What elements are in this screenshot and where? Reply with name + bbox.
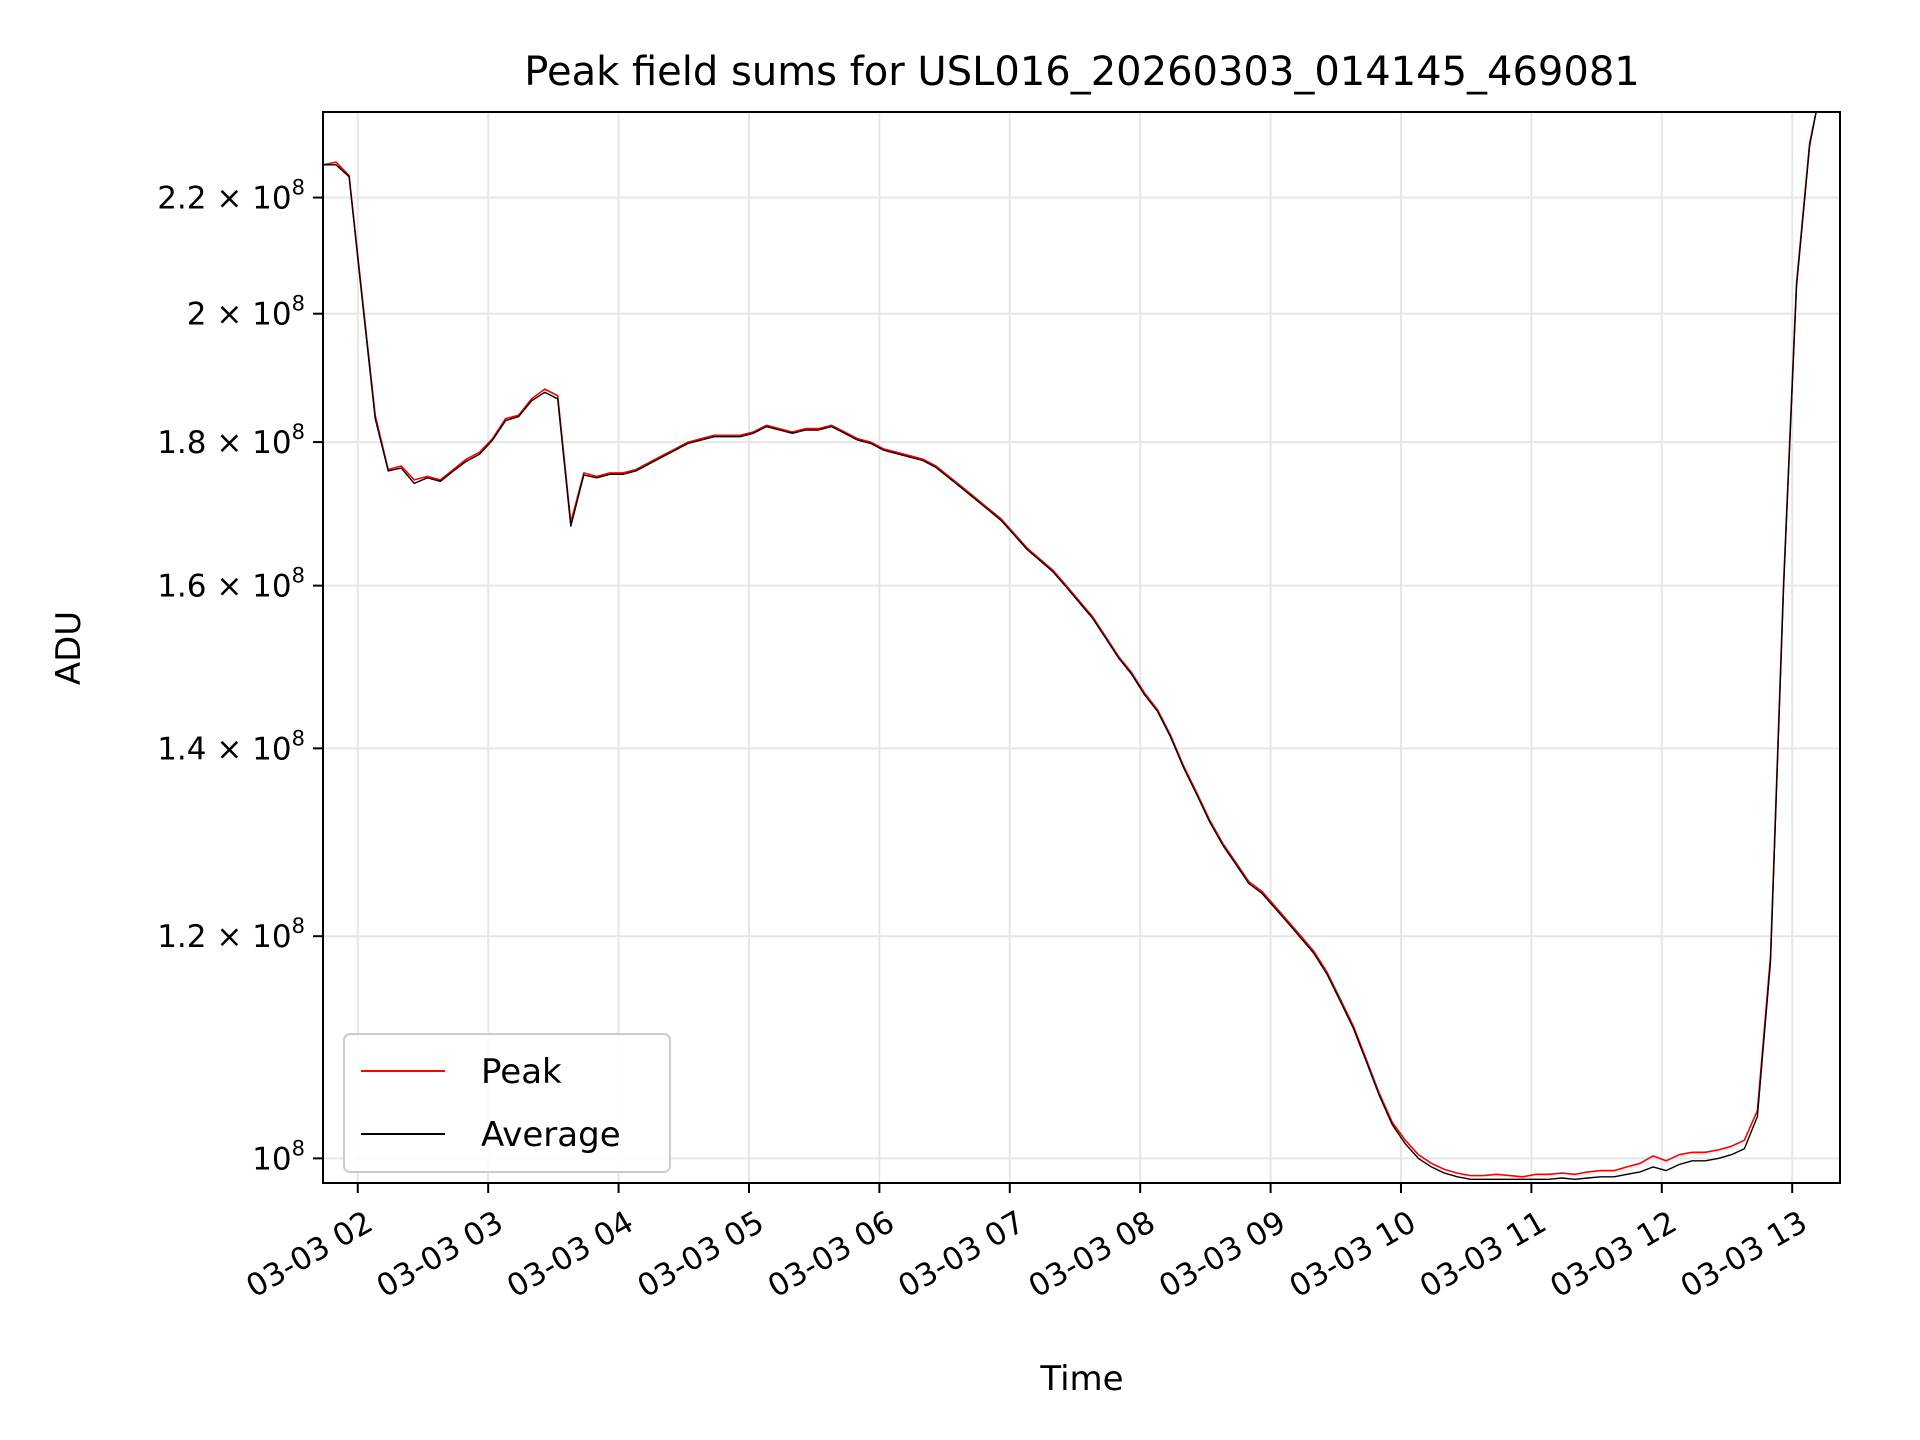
plot-frame (322, 111, 1841, 1184)
y-tick-label: 2 × 108 (187, 292, 305, 333)
y-tick-exponent: 8 (292, 420, 305, 444)
y-tick-mantissa: 1.2 × 10 (157, 919, 291, 955)
y-tick-label: 108 (252, 1136, 305, 1177)
y-tick-label: 1.8 × 108 (157, 420, 305, 461)
y-tick-mantissa: 1.4 × 10 (157, 731, 291, 767)
y-tick-label: 2.2 × 108 (157, 176, 305, 217)
series-line-average (323, 112, 1817, 1181)
plot-lines (323, 112, 1817, 1181)
series-line-peak (323, 112, 1817, 1178)
y-tick-exponent: 8 (292, 292, 305, 316)
legend-box (343, 1033, 671, 1173)
legend-label-average: Average (481, 1115, 621, 1155)
y-tick-label: 1.4 × 108 (157, 726, 305, 767)
y-tick-exponent: 8 (292, 1136, 305, 1160)
chart-title: Peak field sums for USL016_20260303_0141… (524, 49, 1639, 95)
y-tick-mantissa: 2 × 10 (187, 297, 292, 333)
x-axis-label: Time (1039, 1359, 1123, 1399)
y-tick-exponent: 8 (292, 176, 305, 200)
y-tick-label: 1.2 × 108 (157, 914, 305, 955)
y-tick-exponent: 8 (292, 914, 305, 938)
y-tick-mantissa: 1.6 × 10 (157, 569, 291, 605)
legend: Peak Average (343, 1033, 671, 1173)
y-tick-label: 1.6 × 108 (157, 564, 305, 605)
y-tick-mantissa: 1.8 × 10 (157, 425, 291, 461)
y-tick-exponent: 8 (292, 564, 305, 588)
grid (323, 112, 1840, 1183)
y-axis-label: ADU (49, 611, 89, 685)
y-tick-mantissa: 2.2 × 10 (157, 181, 291, 217)
y-tick-exponent: 8 (292, 726, 305, 750)
y-tick-mantissa: 10 (252, 1141, 291, 1177)
legend-label-peak: Peak (481, 1052, 562, 1092)
